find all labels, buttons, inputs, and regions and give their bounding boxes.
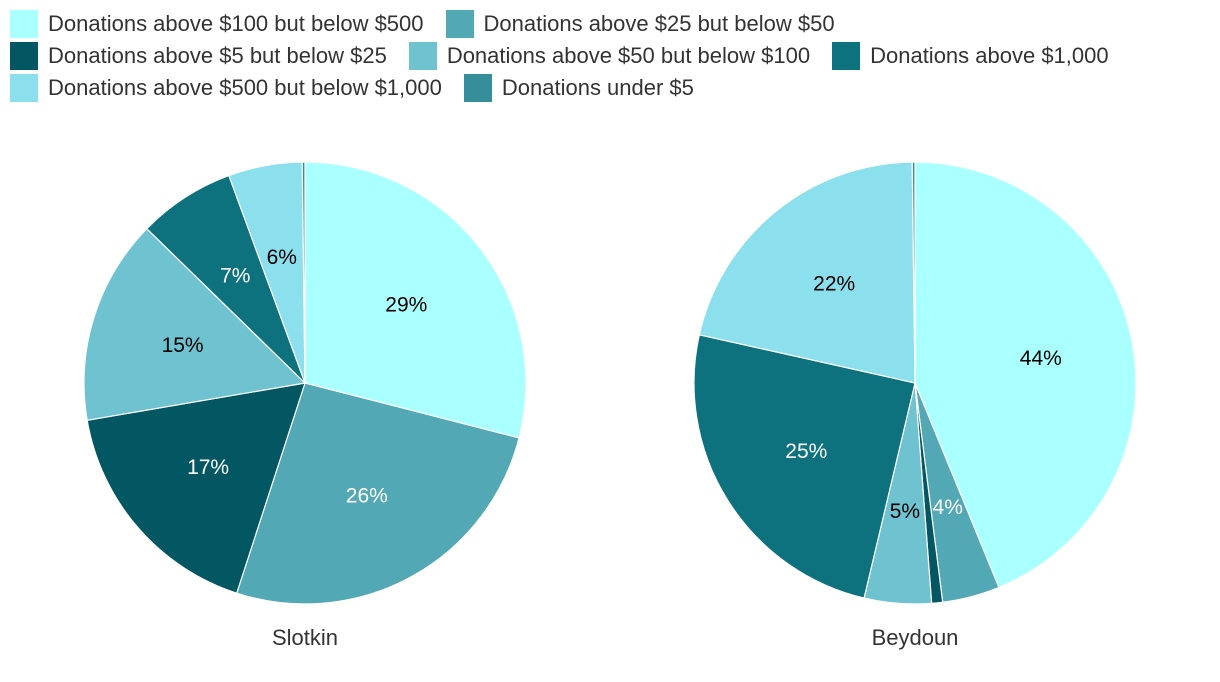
pie-slice-label: 17% [187,456,229,479]
pie-chart-slotkin: 29% 26% 17% 15% 7% 6% [83,161,527,605]
pie-chart-beydoun: 44% 4% 5% 25% 22% [693,161,1137,605]
pie-slice [304,161,527,439]
legend-swatch [463,74,492,102]
legend-item-50-100: Donations above $50 but below $100 [408,42,811,70]
pie-slice-label: 25% [785,440,827,463]
legend-label: Donations above $50 but below $100 [446,43,811,68]
legend-swatch [445,10,474,38]
pie-slice [911,161,916,384]
pie-title-beydoun: Beydoun [872,625,959,650]
legend-item-100-500: Donations above $100 but below $500 [10,10,424,38]
legend-label: Donations above $500 but below $1,000 [48,75,442,100]
pie-slice-label: 44% [1020,347,1062,370]
pie-slice-label: 15% [162,334,204,357]
legend-swatch [10,42,38,70]
legend-item-above-1000: Donations above $1,000 [832,42,1109,70]
legend-label: Donations above $25 but below $50 [483,11,835,36]
legend-label: Donations under $5 [501,75,694,100]
pie-slice-label: 29% [385,293,427,316]
pie-slice-label: 4% [933,496,963,519]
legend-swatch [10,74,38,102]
legend-row: Donations above $500 but below $1,000 Do… [10,72,1215,104]
legend-swatch [408,42,437,70]
pie-slice [301,161,306,384]
legend-item-500-1000: Donations above $500 but below $1,000 [10,74,442,102]
legend-item-under-5: Donations under $5 [463,74,694,102]
pie-slice-label: 22% [813,273,855,296]
legend-label: Donations above $100 but below $500 [48,11,424,36]
pie-slice [698,161,916,384]
legend-swatch [832,42,861,70]
legend-row: Donations above $5 but below $25 Donatio… [10,40,1215,72]
legend-swatch [10,10,38,38]
legend-item-25-50: Donations above $25 but below $50 [445,10,835,38]
chart-legend: Donations above $100 but below $500 Dona… [10,8,1215,104]
pie-slice-label: 26% [346,484,388,507]
pie-slice [86,382,306,594]
pie-slice [83,227,307,422]
pie-slice-label: 6% [267,246,297,269]
pie-slice [235,382,520,605]
pie-slice-label: 7% [220,264,250,287]
pie-slice [914,161,1137,589]
legend-row: Donations above $100 but below $500 Dona… [10,8,1215,40]
legend-item-5-25: Donations above $5 but below $25 [10,42,387,70]
pie-slice [693,334,916,599]
legend-label: Donations above $5 but below $25 [48,43,387,68]
legend-label: Donations above $1,000 [870,43,1109,68]
pie-title-slotkin: Slotkin [272,625,338,650]
pie-slice-label: 5% [890,500,920,523]
